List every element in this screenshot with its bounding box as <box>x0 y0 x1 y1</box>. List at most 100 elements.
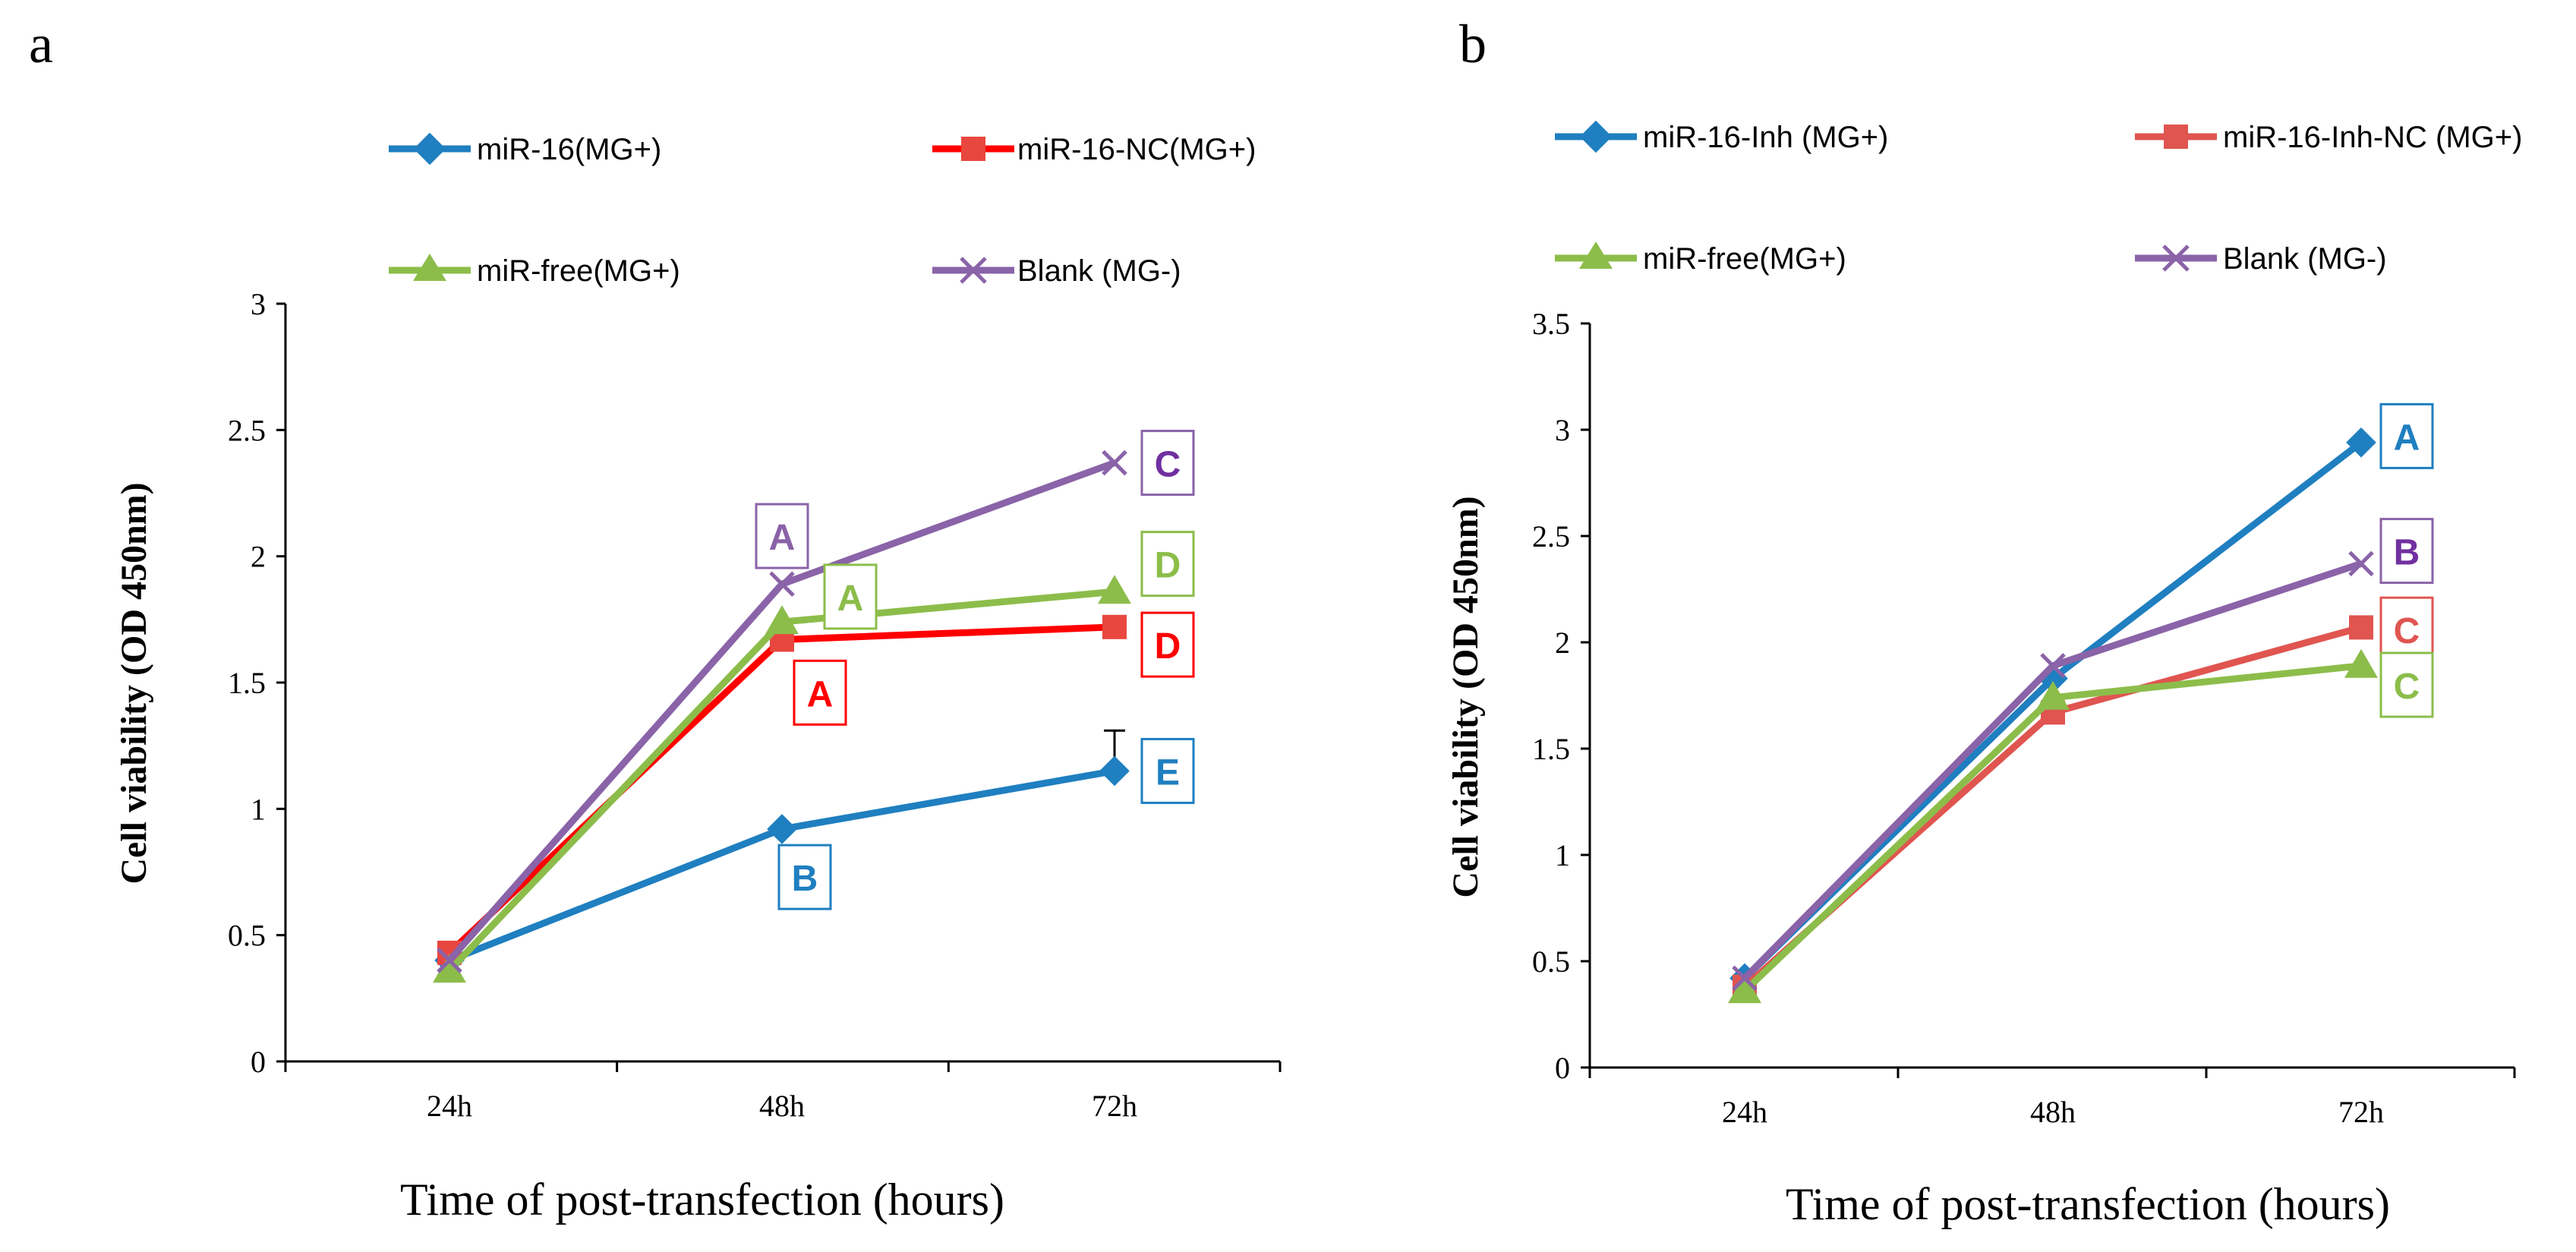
significance-letter-b: C <box>2394 611 2420 651</box>
legend-b-item-0: miR-16-Inh (MG+) <box>1555 120 1888 154</box>
legend-b-item-3: Blank (MG-) <box>2135 242 2387 276</box>
x-axis-title-b: Time of post-transfection (hours) <box>1786 1179 2390 1229</box>
legend-b-item-2: miR-free(MG+) <box>1555 241 1846 276</box>
significance-letter-a: C <box>1155 445 1181 485</box>
y-tick-label-b: 0.5 <box>1532 945 1570 979</box>
x-axis-title-a: Time of post-transfection (hours) <box>400 1175 1004 1225</box>
y-tick-label-a: 1 <box>251 792 266 826</box>
legend-b-square-icon <box>2164 125 2188 149</box>
y-ticks-b: 0 0.5 1 1.5 2 2.5 3 3.5 <box>1532 307 1590 1085</box>
significance-letter-a: D <box>1155 546 1181 586</box>
significance-box-a <box>1140 611 1195 678</box>
y-tick-label-b: 2.5 <box>1532 519 1570 553</box>
data-point-a-2 <box>1098 575 1131 604</box>
legend-a: miR-16(MG+) miR-16-NC(MG+) miR-free(MG+)… <box>389 132 1256 288</box>
y-tick-label-b: 2 <box>1555 626 1570 660</box>
x-tick-label-a: 24h <box>427 1089 472 1123</box>
legend-a-x-icon <box>960 257 987 284</box>
legend-a-item-0: miR-16(MG+) <box>389 132 661 166</box>
panel-a-label: a <box>29 14 53 74</box>
y-tick-label-a: 1.5 <box>228 666 266 700</box>
y-tick-label-b: 1.5 <box>1532 732 1570 766</box>
significance-box-b <box>2379 596 2434 663</box>
data-point-a-1 <box>1102 614 1127 639</box>
significance-box-b <box>2379 651 2434 718</box>
significance-letter-a: A <box>807 674 834 714</box>
data-point-b-2 <box>2036 680 2070 710</box>
y-tick-label-b: 0 <box>1555 1051 1570 1085</box>
legend-a-item-1: miR-16-NC(MG+) <box>932 133 1256 166</box>
data-point-b-1 <box>2349 615 2373 640</box>
legend-b-label-3: Blank (MG-) <box>2223 242 2387 276</box>
significance-box-a <box>793 659 847 726</box>
y-ticks-a: 0 0.5 1 1.5 2 2.5 3 <box>228 287 285 1079</box>
legend-b: miR-16-Inh (MG+) miR-16-Inh-NC (MG+) miR… <box>1555 120 2522 276</box>
series-b <box>1728 427 2378 1004</box>
significance-letter-a: B <box>792 859 818 899</box>
data-point-b-2 <box>1728 974 1761 1004</box>
significance-box-a <box>823 563 878 630</box>
series-line-b-3 <box>1742 560 2363 981</box>
series-a <box>433 449 1131 983</box>
x-tick-label-a: 48h <box>759 1089 805 1123</box>
significance-letter-a: A <box>837 579 864 619</box>
legend-a-diamond-icon <box>413 132 446 166</box>
legend-b-diamond-icon <box>1579 120 1613 153</box>
data-point-b-0 <box>2346 427 2376 458</box>
data-point-a-2 <box>433 954 466 983</box>
y-axis-title-a: Cell viability (OD 450nm) <box>114 482 154 884</box>
legend-a-square-icon <box>961 137 985 161</box>
significance-box-b <box>2379 518 2434 585</box>
significance-box-a <box>777 844 832 910</box>
data-point-b-2 <box>2344 648 2378 678</box>
legend-a-label-2: miR-free(MG+) <box>477 254 680 288</box>
significance-letter-a: E <box>1156 752 1180 793</box>
x-ticks-a: 24h 48h 72h <box>284 1061 1282 1123</box>
data-point-a-3 <box>769 571 795 598</box>
legend-b-triangle-icon <box>1579 241 1613 269</box>
x-tick-label-a: 72h <box>1092 1089 1137 1123</box>
annotations-a: A A A B C DD E <box>755 430 1195 910</box>
x-tick-label-b: 24h <box>1722 1095 1767 1129</box>
data-point-b-3 <box>2348 550 2374 577</box>
legend-a-label-3: Blank (MG-) <box>1017 254 1181 288</box>
significance-letter-b: B <box>2394 533 2420 573</box>
y-axis-title-b: Cell viability (OD 450nm) <box>1446 496 1486 897</box>
significance-box-a <box>1140 737 1195 804</box>
significance-box-a <box>755 503 809 569</box>
y-tick-label-a: 2.5 <box>228 413 266 447</box>
legend-a-label-1: miR-16-NC(MG+) <box>1017 133 1256 166</box>
y-tick-label-b: 3.5 <box>1532 307 1570 341</box>
y-tick-label-a: 0.5 <box>228 919 266 953</box>
legend-b-label-0: miR-16-Inh (MG+) <box>1643 121 1888 154</box>
y-tick-label-a: 0 <box>251 1045 266 1079</box>
y-tick-label-b: 1 <box>1555 838 1570 872</box>
legend-b-label-1: miR-16-Inh-NC (MG+) <box>2223 121 2522 154</box>
legend-a-label-0: miR-16(MG+) <box>477 133 661 166</box>
data-point-a-0 <box>767 814 797 844</box>
x-tick-label-b: 48h <box>2030 1095 2076 1129</box>
panel-b-label: b <box>1459 14 1487 74</box>
significance-letter-a: D <box>1155 626 1181 667</box>
x-ticks-b: 24h 48h 72h <box>1588 1068 2516 1129</box>
legend-a-item-2: miR-free(MG+) <box>389 254 680 288</box>
significance-letter-b: A <box>2394 418 2420 458</box>
panel-a: a miR-16(MG+) miR-16-NC(MG+) miR-free(MG… <box>29 14 1282 1225</box>
significance-letter-a: A <box>769 518 796 558</box>
significance-box-a <box>1140 531 1195 598</box>
y-tick-label-b: 3 <box>1555 413 1570 447</box>
significance-letter-b: C <box>2394 667 2420 707</box>
legend-b-x-icon <box>2162 244 2190 272</box>
data-point-a-2 <box>765 605 799 635</box>
significance-box-a <box>1140 430 1195 497</box>
x-tick-label-b: 72h <box>2338 1095 2384 1129</box>
y-tick-label-a: 3 <box>251 287 266 321</box>
legend-b-label-2: miR-free(MG+) <box>1643 242 1846 276</box>
legend-a-item-3: Blank (MG-) <box>932 254 1181 288</box>
data-point-b-3 <box>2040 653 2066 679</box>
y-tick-label-a: 2 <box>251 540 266 574</box>
data-point-a-3 <box>437 948 462 973</box>
